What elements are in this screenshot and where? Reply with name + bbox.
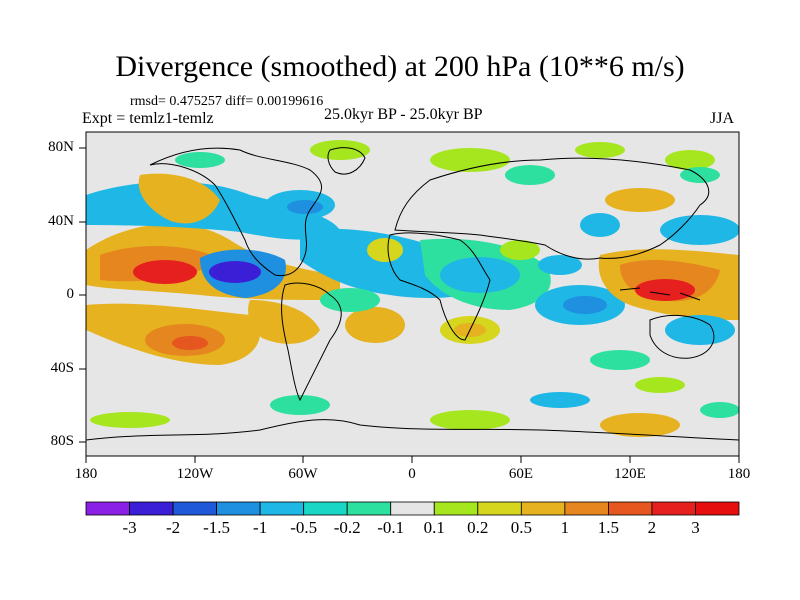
axis-ticks xyxy=(79,147,740,463)
colorbar xyxy=(85,501,740,516)
field-pos-south-pacific-peak xyxy=(172,336,208,350)
field-pos-southern-pacific xyxy=(90,412,170,428)
colorbar-label: 0.2 xyxy=(467,518,489,537)
coastline-north-america xyxy=(149,147,322,277)
coastline-africa xyxy=(387,232,491,341)
coastline-antarctica xyxy=(86,419,739,441)
field-pos-pacific-coast xyxy=(138,173,220,224)
lon-label-120e: 120E xyxy=(614,466,646,482)
lon-label-120w: 120W xyxy=(176,466,214,482)
field-neg-southern-indian xyxy=(530,392,590,408)
field-pos-southern-atlantic xyxy=(430,410,510,430)
colorbar-box xyxy=(433,501,479,516)
experiment-label: Expt = temlz1-temlz xyxy=(82,110,214,127)
colorbar-label: -1 xyxy=(253,518,268,537)
field-pos-south-indian-ocean xyxy=(635,377,685,393)
field-pos-west-pacific-north xyxy=(605,188,675,212)
coastline-australia xyxy=(649,315,715,359)
colorbar-label: 0.1 xyxy=(423,518,445,537)
colorbar-label: -0.1 xyxy=(377,518,405,537)
field-neg-east-asia xyxy=(580,213,620,237)
field-pos-far-east xyxy=(665,150,715,170)
colorbar-box xyxy=(85,501,130,516)
lon-label-60e: 60E xyxy=(508,466,534,482)
field-pos-south-atlantic xyxy=(345,307,405,343)
colorbar-label: 1.5 xyxy=(597,518,620,537)
field-pos-mid-atlantic xyxy=(367,238,403,262)
colorbar-label: -1.5 xyxy=(203,518,231,537)
colorbar-box xyxy=(608,501,653,516)
field-neg-west-atlantic-core xyxy=(287,200,323,214)
colorbar-box xyxy=(520,501,566,516)
field-neg-africa-core xyxy=(440,257,520,293)
field-neg-southern-pacific xyxy=(700,402,739,418)
coastline-indonesia xyxy=(619,287,701,301)
field-neg-equatorial-atlantic xyxy=(320,288,380,312)
field-pos-east-africa xyxy=(500,240,540,260)
colorbar-box xyxy=(477,501,522,516)
colorbar-box xyxy=(216,501,261,516)
colorbar-box xyxy=(303,501,348,516)
lat-label-80n: 80N xyxy=(48,139,74,155)
field-neg-north-atlantic xyxy=(505,165,555,185)
field-neg-indian-ocean-core xyxy=(563,296,607,314)
colorbar-label: 0.5 xyxy=(510,518,532,537)
colorbar-label: -3 xyxy=(122,518,137,537)
lon-label-180w: 180 xyxy=(74,466,98,482)
season-label: JJA xyxy=(710,110,735,127)
coastline-greenland xyxy=(327,147,366,175)
field-neg-australia xyxy=(665,315,735,345)
field-pos-siberia xyxy=(575,142,625,158)
colorbar-box xyxy=(390,501,435,516)
colorbar-box xyxy=(129,501,174,516)
field-pos-southern-indian xyxy=(600,413,680,437)
colorbar-box xyxy=(695,501,740,516)
field-neg-southern-ocean xyxy=(270,395,330,415)
divergence-field xyxy=(86,132,739,456)
colorbar-label: -2 xyxy=(165,518,181,537)
field-peak-east-pacific xyxy=(133,260,197,284)
colorbar-label: 2 xyxy=(647,518,657,537)
coastline-south-america xyxy=(281,282,342,402)
field-pos-north-atlantic xyxy=(430,148,510,172)
colorbar-label: 3 xyxy=(691,518,700,537)
field-pos-arctic xyxy=(310,140,370,160)
lon-label-60w: 60W xyxy=(288,466,318,482)
field-pos-south-america xyxy=(248,300,320,344)
field-neg-arabian-sea xyxy=(538,255,582,275)
lon-label-0: 0 xyxy=(408,466,416,482)
colorbar-box xyxy=(564,501,609,516)
field-neg-arctic-east xyxy=(680,167,720,183)
colorbar-label: -0.2 xyxy=(333,518,361,537)
colorbar-box xyxy=(172,501,217,516)
chart-title: Divergence (smoothed) at 200 hPa (10**6 … xyxy=(115,50,685,83)
field-neg-south-indian-ocean xyxy=(590,350,650,370)
field-neg-alaska xyxy=(175,152,225,168)
period-label: 25.0kyr BP - 25.0kyr BP xyxy=(324,106,483,123)
colorbar-label: 1 xyxy=(560,518,570,537)
colorbar-label: -0.5 xyxy=(290,518,318,537)
colorbar-box xyxy=(346,501,392,516)
lat-label-40n: 40N xyxy=(48,213,74,229)
coastlines xyxy=(86,147,739,441)
colorbar-box xyxy=(651,501,696,516)
coastline-eurasia xyxy=(394,157,710,260)
colorbar-box xyxy=(259,501,305,516)
field-peak-maritime-continent xyxy=(635,279,695,301)
field-peak-central-america xyxy=(209,261,261,283)
lat-label-80s: 80S xyxy=(50,433,74,449)
lat-label-40s: 40S xyxy=(50,360,74,376)
lon-label-180e: 180 xyxy=(727,466,751,482)
field-neg-northwest-pacific xyxy=(660,215,739,245)
lat-label-eq: 0 xyxy=(66,286,75,302)
stats-text: rmsd= 0.475257 diff= 0.00199616 xyxy=(130,94,324,109)
